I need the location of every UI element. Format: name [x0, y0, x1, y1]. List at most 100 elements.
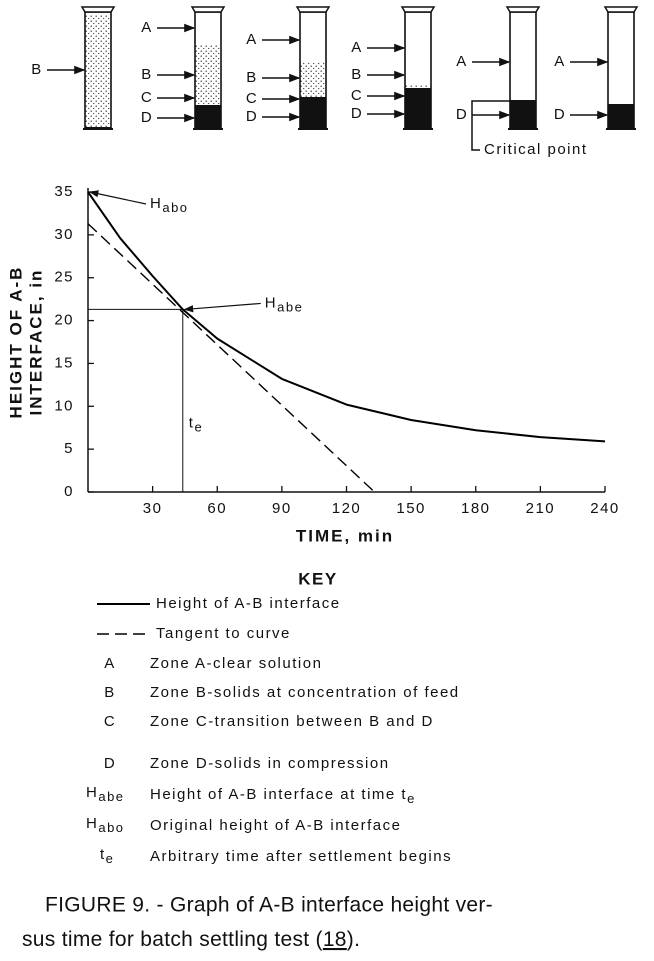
caption: sus time for batch settling test (18). [22, 928, 360, 951]
zone-clear [608, 12, 634, 104]
caption-text: ). [347, 928, 360, 951]
x-tick-label: 120 [332, 500, 362, 517]
zone-dots [405, 84, 431, 88]
zone-label: D [456, 106, 468, 123]
zone-label: A [351, 39, 363, 56]
y-axis-title: HEIGHT OF A-B [6, 266, 25, 419]
key-text: Zone D-solids in compression [150, 755, 390, 772]
key-text: Zone A-clear solution [150, 655, 322, 672]
y-tick-label: 25 [54, 269, 74, 286]
y-tick-label: 15 [54, 354, 74, 371]
key-symbol: C [104, 713, 116, 730]
y-axis-title: INTERFACE, in [26, 269, 45, 416]
zone-label: B [141, 66, 153, 83]
zone-label: D [554, 106, 566, 123]
key-text-sub: e [407, 791, 416, 806]
zone-clear [195, 12, 221, 45]
y-tick-label: 0 [64, 483, 74, 500]
zone-clear [300, 12, 326, 62]
annotation-sub: abo [162, 200, 188, 215]
x-tick-label: 30 [143, 500, 163, 517]
zone-clear [405, 12, 431, 84]
y-tick-label: 35 [54, 183, 74, 200]
key-text: Zone B-solids at concentration of feed [150, 684, 460, 701]
series-line [87, 223, 375, 493]
zone-dark [195, 105, 221, 128]
key-title: KEY [298, 569, 337, 588]
annotation-leader [88, 190, 147, 205]
zone-label: B [31, 61, 43, 78]
annotation: Habe [265, 294, 304, 314]
cylinder-lip [603, 6, 639, 13]
key-symbol-sub: abo [98, 820, 124, 835]
zone-clear [85, 12, 111, 14]
legend-entry: Height of A-B interface [156, 595, 341, 612]
caption-ref: 18 [323, 928, 347, 951]
annotation: Habo [150, 195, 189, 215]
zone-dots [85, 14, 111, 127]
zone-label: A [554, 53, 566, 70]
x-axis-title: TIME, min [296, 526, 394, 545]
annotation-sub: abe [277, 300, 303, 315]
key-symbol-sub: e [106, 851, 115, 866]
zone-dark [608, 104, 634, 128]
key-text: Height of A-B interface at time te [150, 786, 416, 806]
key-symbol-main: t [100, 846, 106, 863]
zone-label: A [141, 19, 153, 36]
zone-label: B [351, 66, 363, 83]
cylinder-lip [80, 6, 116, 13]
series-line [87, 191, 606, 443]
key-symbol: A [104, 655, 116, 672]
cylinder-lip [505, 6, 541, 13]
zone-dark [300, 97, 326, 128]
x-tick-label: 150 [396, 500, 426, 517]
legend-entry: Tangent to curve [156, 625, 291, 642]
zone-label: D [141, 109, 153, 126]
key-text: Arbitrary time after settlement begins [150, 848, 452, 865]
x-tick-label: 90 [272, 500, 292, 517]
annotation-main: H [265, 294, 277, 311]
y-tick-label: 10 [54, 397, 74, 414]
annotation: te [189, 414, 203, 434]
zone-label: A [456, 53, 468, 70]
annotation-main: H [150, 195, 162, 212]
key-text: Zone C-transition between B and D [150, 713, 434, 730]
key-symbol: B [104, 684, 116, 701]
cylinder-lip [295, 6, 331, 13]
zone-dots [300, 62, 326, 97]
key-symbol: D [104, 755, 116, 772]
key-symbol: te [100, 846, 114, 866]
key-symbol-sub: abe [98, 789, 124, 804]
x-tick-label: 180 [461, 500, 491, 517]
critical-point-label: Critical point [484, 141, 588, 158]
zone-clear [510, 12, 536, 100]
key-symbol: Habo [86, 815, 125, 835]
cylinder-lip [400, 6, 436, 13]
key-text: Original height of A-B interface [150, 817, 401, 834]
caption: FIGURE 9. - Graph of A-B interface heigh… [45, 894, 493, 917]
zone-label: C [141, 89, 153, 106]
annotation-sub: e [194, 420, 203, 435]
cylinder-lip [190, 6, 226, 13]
key-symbol: Habe [86, 784, 125, 804]
x-tick-label: 60 [207, 500, 227, 517]
zone-label: A [246, 31, 258, 48]
annotation-main: t [189, 414, 195, 431]
key-text-main: Height of A-B interface at time t [150, 786, 407, 803]
zone-label: C [351, 87, 363, 104]
key-symbol-main: H [86, 815, 98, 832]
zone-dots [195, 45, 221, 105]
zone-dark [405, 88, 431, 128]
zone-label: D [246, 108, 258, 125]
zone-label: C [246, 90, 258, 107]
zone-label: D [351, 105, 363, 122]
x-tick-label: 210 [526, 500, 556, 517]
key-symbol-main: H [86, 784, 98, 801]
zone-dark [510, 100, 536, 128]
zone-label: B [246, 69, 258, 86]
y-tick-label: 30 [54, 226, 74, 243]
y-tick-label: 5 [64, 440, 74, 457]
caption-text: sus time for batch settling test ( [22, 928, 323, 951]
y-tick-label: 20 [54, 312, 74, 329]
